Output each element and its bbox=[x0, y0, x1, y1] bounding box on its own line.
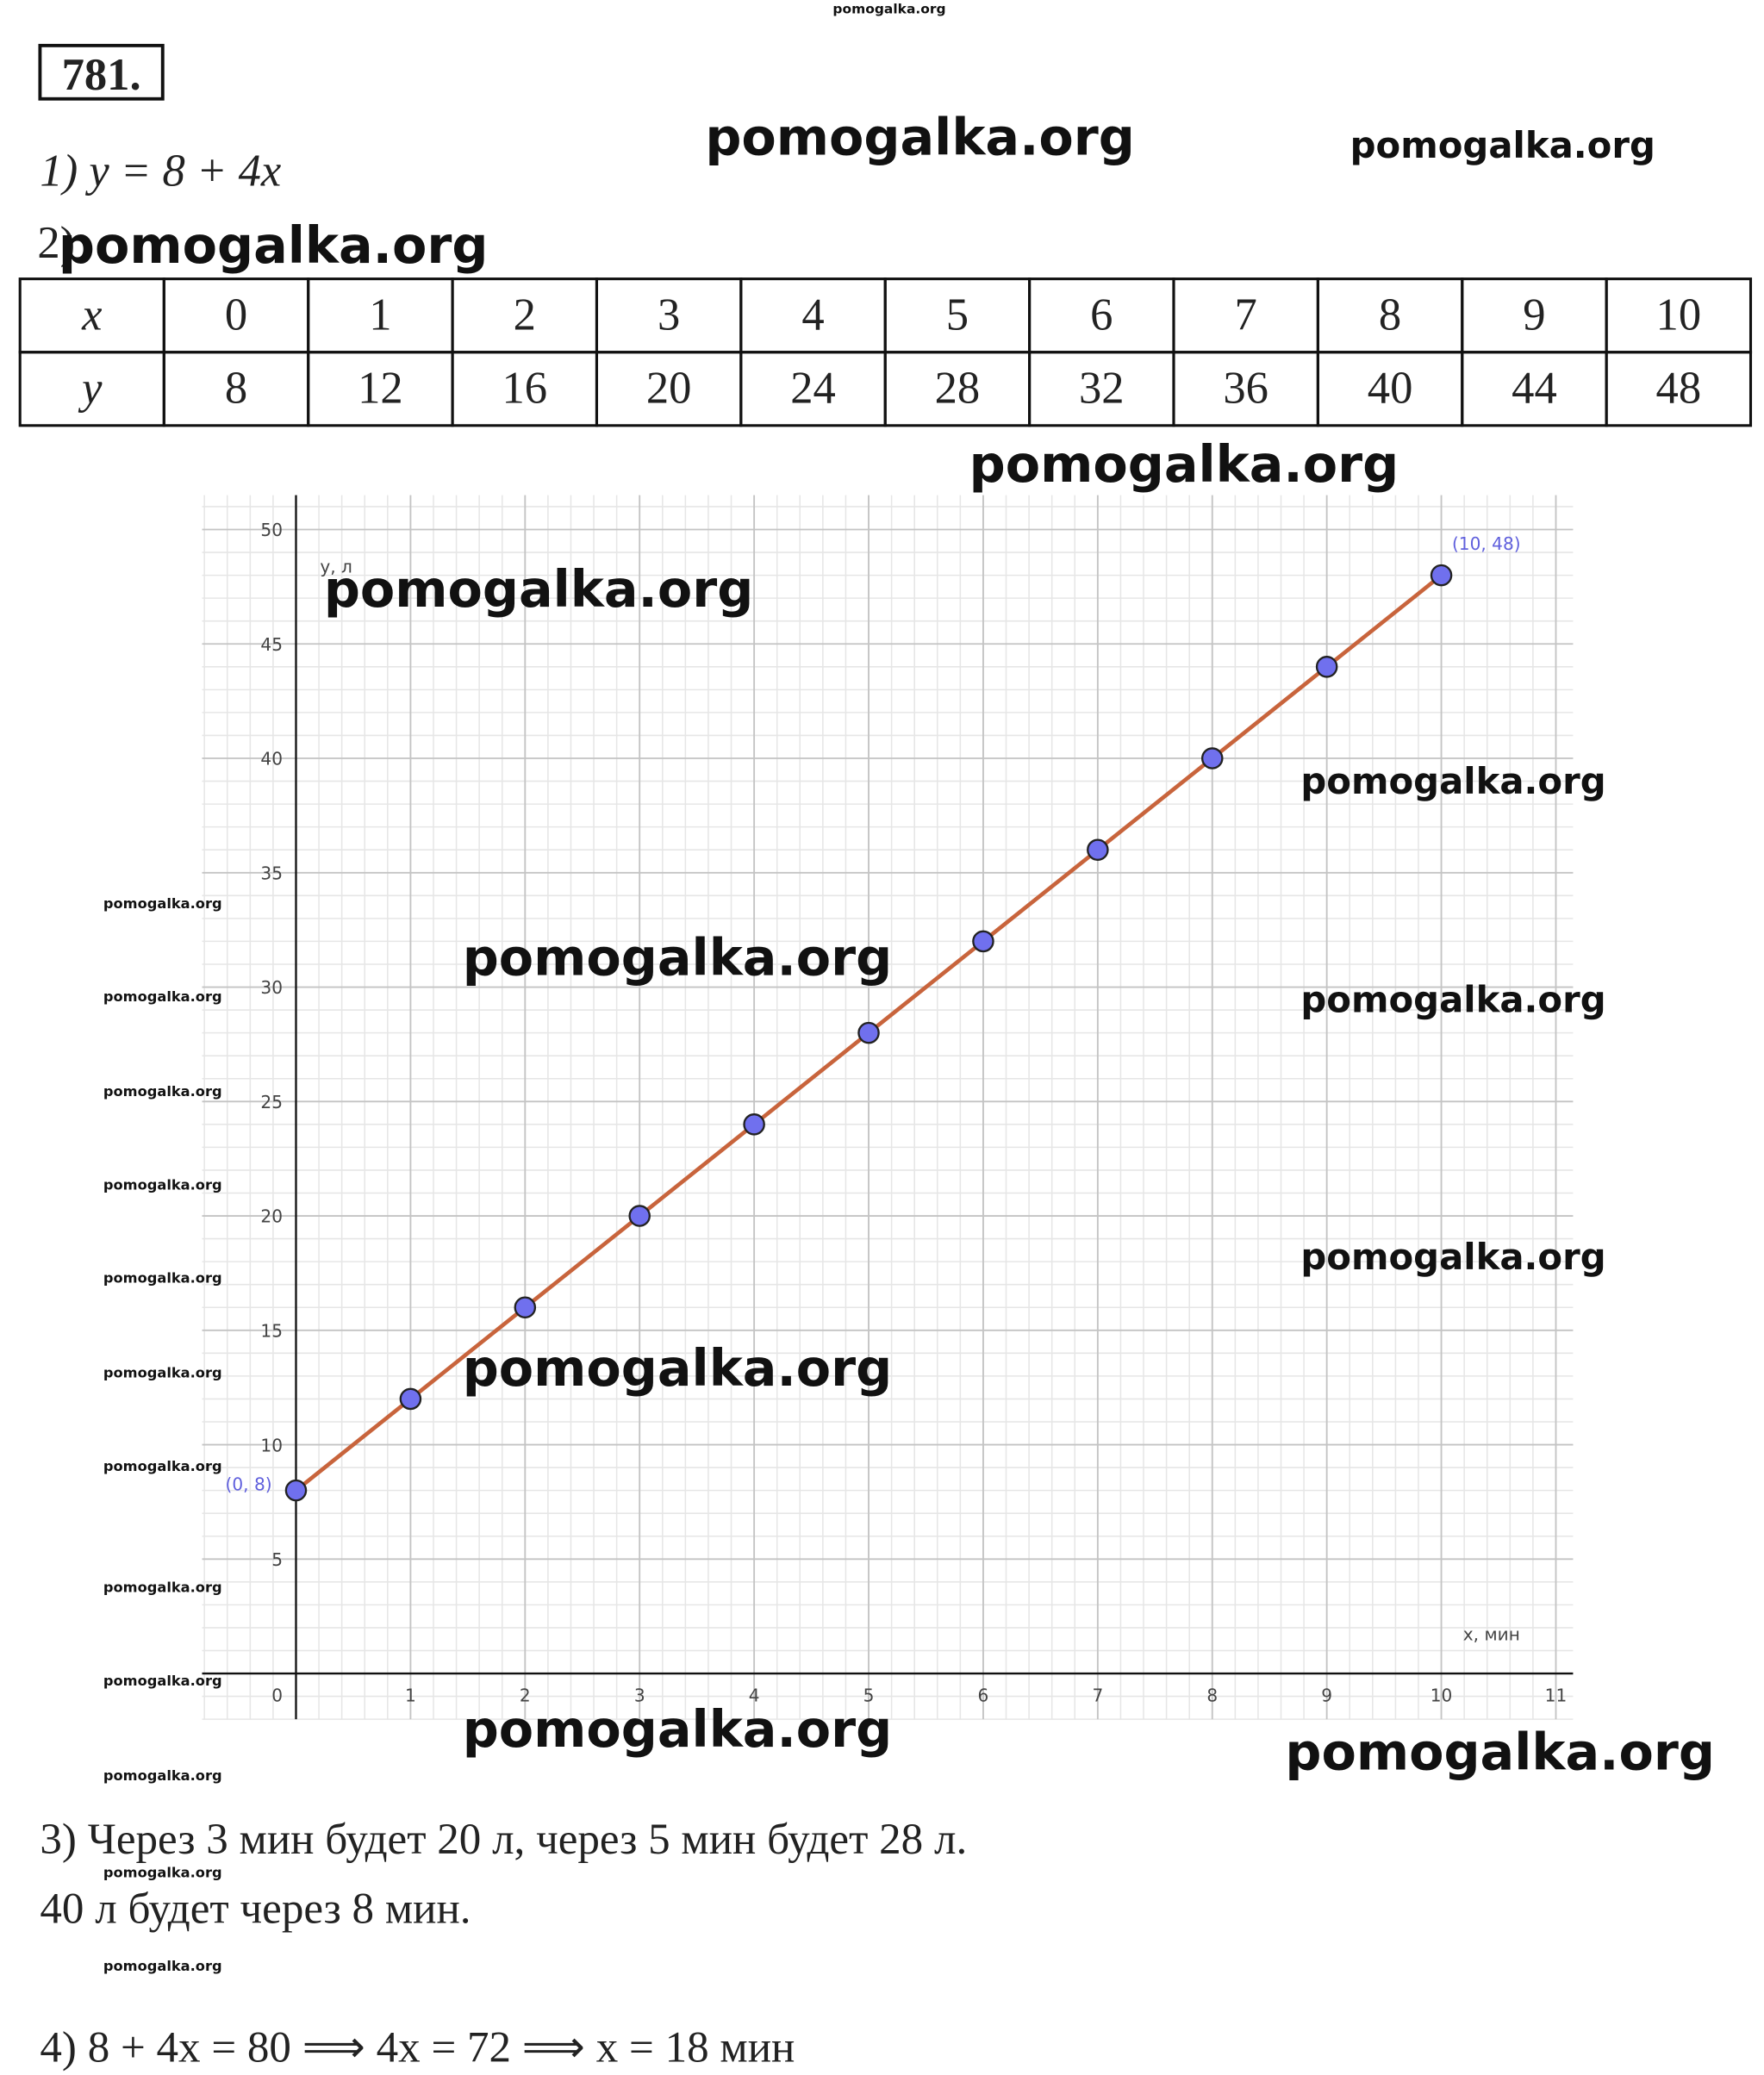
x-tick-label: 1 bbox=[405, 1686, 416, 1706]
watermark: pomogalka.org bbox=[103, 1673, 222, 1689]
y-tick-label: 20 bbox=[260, 1206, 283, 1227]
table-cell-text: 32 bbox=[1079, 364, 1125, 414]
step4: 4) 8 + 4x = 80 ⟹ 4x = 72 ⟹ x = 18 мин bbox=[40, 2023, 795, 2072]
watermark: pomogalka.org bbox=[1300, 1236, 1605, 1278]
watermark: pomogalka.org bbox=[103, 1580, 222, 1596]
x-tick-label: 7 bbox=[1092, 1686, 1103, 1706]
watermark: pomogalka.org bbox=[59, 215, 489, 275]
table-cell-text: 1 bbox=[369, 290, 391, 340]
watermark: pomogalka.org bbox=[324, 559, 754, 619]
problem-number: 781. bbox=[62, 50, 141, 100]
step3-line: 3) Через 3 мин будет 20 л, через 5 мин б… bbox=[40, 1816, 967, 1864]
y-tick-label: 35 bbox=[260, 863, 283, 883]
table-cell-text: 2 bbox=[514, 290, 536, 340]
table-cell-text: 9 bbox=[1523, 290, 1545, 340]
y-tick-label: 0 bbox=[271, 1686, 283, 1706]
x-tick-label: 11 bbox=[1545, 1686, 1568, 1706]
y-tick-label: 10 bbox=[260, 1435, 283, 1455]
watermark: pomogalka.org bbox=[969, 434, 1399, 494]
watermark: pomogalka.org bbox=[103, 1958, 222, 1974]
table-cell-text: 0 bbox=[225, 290, 247, 340]
point bbox=[1430, 564, 1453, 587]
point bbox=[628, 1205, 651, 1227]
y-tick-label: 30 bbox=[260, 977, 283, 998]
watermark: pomogalka.org bbox=[1350, 124, 1655, 166]
table-cell-text: 8 bbox=[225, 364, 247, 414]
watermark: pomogalka.org bbox=[1300, 979, 1605, 1021]
point bbox=[399, 1387, 422, 1411]
table-cell-text: 6 bbox=[1090, 290, 1113, 340]
x-tick-label: 8 bbox=[1206, 1686, 1218, 1706]
watermark: pomogalka.org bbox=[103, 1458, 222, 1474]
watermark: pomogalka.org bbox=[103, 1083, 222, 1100]
watermark: pomogalka.org bbox=[463, 927, 893, 987]
watermark: pomogalka.org bbox=[103, 895, 222, 912]
watermark: pomogalka.org bbox=[1285, 1722, 1715, 1781]
step3-line: 40 л будет через 8 мин. bbox=[40, 1885, 471, 1933]
point bbox=[1087, 838, 1109, 861]
table-cell-text: 40 bbox=[1368, 364, 1413, 414]
number-box bbox=[38, 43, 165, 101]
watermark: pomogalka.org bbox=[705, 108, 1135, 167]
table-cell-text: 10 bbox=[1656, 290, 1702, 340]
table-cell-text: 36 bbox=[1223, 364, 1268, 414]
point bbox=[743, 1113, 765, 1136]
x-tick-label: 4 bbox=[749, 1686, 760, 1706]
x-tick-label: 10 bbox=[1431, 1686, 1453, 1706]
table-cell bbox=[1605, 351, 1753, 427]
y-tick-label: 25 bbox=[260, 1092, 283, 1112]
table-cell-text: 20 bbox=[646, 364, 692, 414]
table-cell-text: 44 bbox=[1512, 364, 1557, 414]
watermark: pomogalka.org bbox=[832, 2, 945, 17]
point bbox=[857, 1021, 880, 1044]
x-tick-label: 6 bbox=[978, 1686, 989, 1706]
table-cell-text: 24 bbox=[790, 364, 836, 414]
y-axis-label: y, л bbox=[320, 556, 352, 576]
point bbox=[1200, 747, 1224, 770]
watermark: pomogalka.org bbox=[103, 1767, 222, 1784]
table-cell-text: y bbox=[78, 364, 103, 414]
table-cell-text: x bbox=[81, 290, 102, 340]
step1: 1) y = 8 + 4x bbox=[40, 146, 281, 196]
watermark: pomogalka.org bbox=[103, 1365, 222, 1381]
table-cell-text: 7 bbox=[1235, 290, 1257, 340]
point bbox=[972, 930, 994, 953]
watermark: pomogalka.org bbox=[103, 1865, 222, 1881]
watermark: pomogalka.org bbox=[103, 1270, 222, 1287]
y-tick-label: 15 bbox=[260, 1321, 283, 1342]
x-tick-label: 5 bbox=[863, 1686, 875, 1706]
x-tick-label: 2 bbox=[520, 1686, 531, 1706]
y-tick-label: 50 bbox=[260, 520, 283, 540]
table-cell-text: 28 bbox=[935, 364, 981, 414]
watermark: pomogalka.org bbox=[1300, 760, 1605, 802]
watermark: pomogalka.org bbox=[463, 1338, 893, 1398]
y-tick-label: 45 bbox=[260, 634, 283, 655]
table-cell-text: 4 bbox=[801, 290, 824, 340]
table-cell-text: 8 bbox=[1379, 290, 1401, 340]
x-axis-label: x, мин bbox=[1463, 1623, 1520, 1644]
x-tick-label: 9 bbox=[1321, 1686, 1332, 1706]
y-tick-label: 5 bbox=[271, 1549, 283, 1570]
point bbox=[284, 1479, 308, 1502]
table-cell-text: 5 bbox=[946, 290, 969, 340]
y-tick-label: 40 bbox=[260, 749, 283, 770]
watermark: pomogalka.org bbox=[103, 988, 222, 1005]
point-label: (0, 8) bbox=[226, 1474, 272, 1495]
x-tick-label: 3 bbox=[634, 1686, 645, 1706]
table-cell-text: 48 bbox=[1656, 364, 1702, 414]
step2-label: 2) bbox=[37, 218, 75, 268]
table-cell-text: 16 bbox=[502, 364, 547, 414]
point bbox=[514, 1296, 537, 1318]
table-cell-text: 12 bbox=[358, 364, 403, 414]
watermark: pomogalka.org bbox=[103, 1176, 222, 1193]
point bbox=[1315, 656, 1338, 678]
point-label: (10, 48) bbox=[1452, 533, 1521, 554]
table-cell-text: 3 bbox=[658, 290, 680, 340]
watermark: pomogalka.org bbox=[463, 1699, 893, 1759]
